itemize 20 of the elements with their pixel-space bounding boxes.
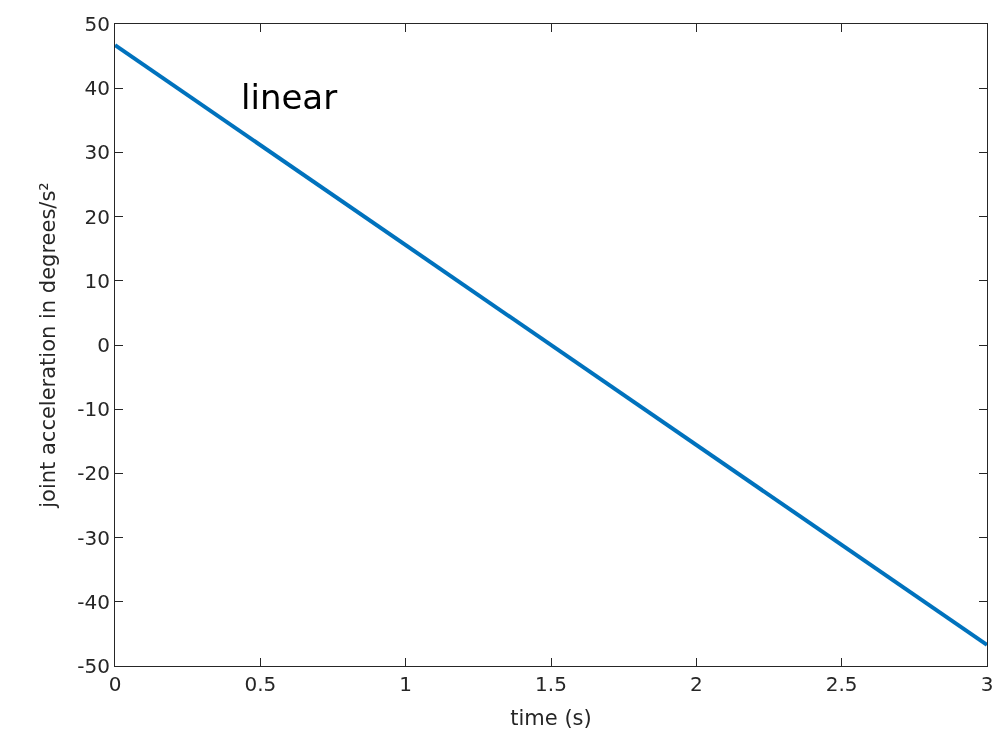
y-tick-label: -20 xyxy=(77,461,110,486)
y-tick-label: 30 xyxy=(84,140,110,165)
y-tick-label: 20 xyxy=(84,204,110,229)
y-tick-label: 10 xyxy=(84,268,110,293)
y-tick-label: 50 xyxy=(84,12,110,36)
x-tick-label: 2.5 xyxy=(825,672,858,696)
x-tick-label: 1 xyxy=(399,672,413,696)
y-tick-label: -50 xyxy=(77,654,110,678)
y-tick-label: -40 xyxy=(77,589,110,614)
y-tick-label: 0 xyxy=(97,333,110,357)
x-tick-label: 1.5 xyxy=(535,672,567,696)
x-tick-label: 0.5 xyxy=(244,672,277,696)
x-axis-title: time (s) xyxy=(510,706,592,731)
y-tick-label: -10 xyxy=(77,397,110,422)
y-tick-label: 40 xyxy=(84,76,110,101)
x-tick-label: 3 xyxy=(980,672,994,696)
y-tick-label: -30 xyxy=(77,525,110,550)
y-axis-title: joint acceleration in degrees/s² xyxy=(36,182,61,509)
annotation: linear xyxy=(241,77,338,117)
x-tick-label: 2 xyxy=(689,672,703,696)
